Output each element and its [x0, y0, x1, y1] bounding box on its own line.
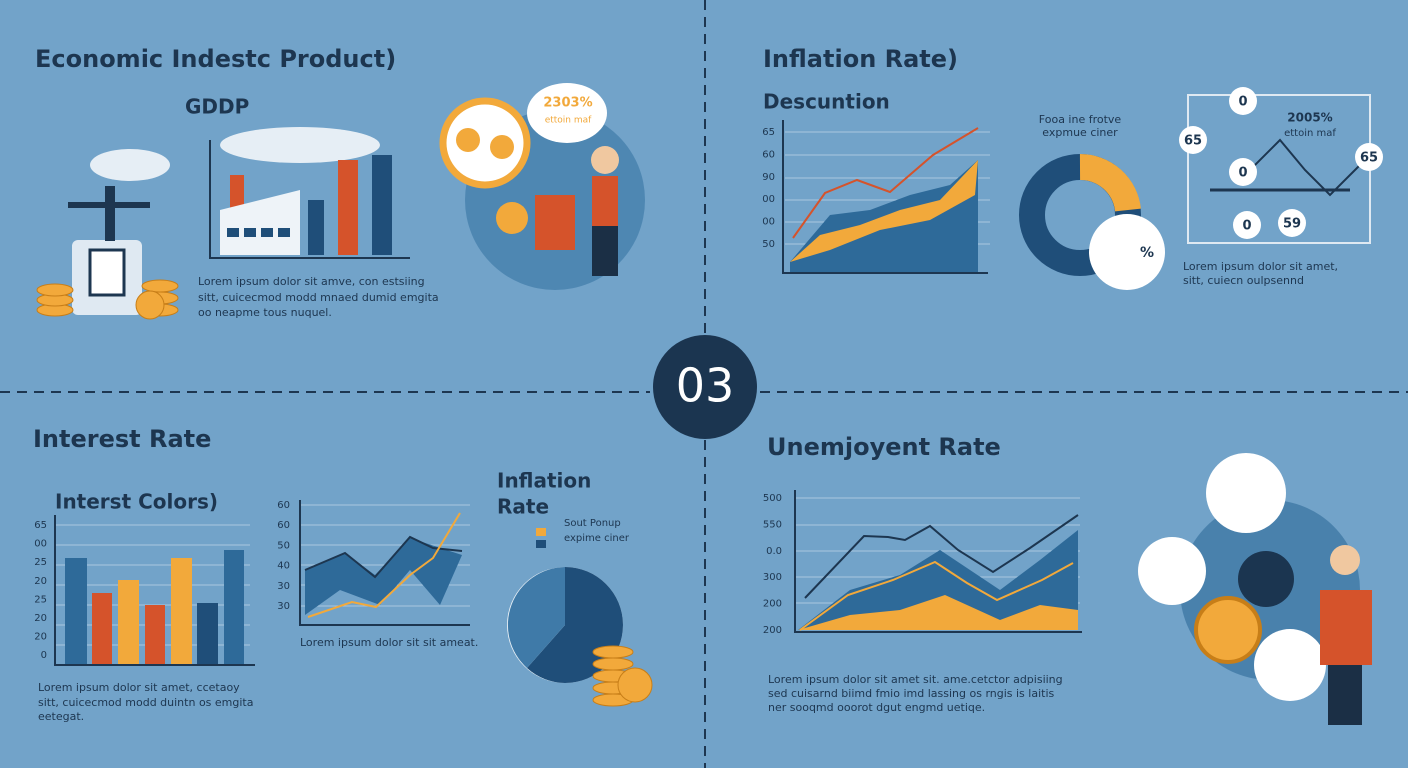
tick-label: 60 [762, 149, 775, 160]
tick-label: 20 [34, 576, 47, 587]
point-label: 65 [1360, 151, 1378, 166]
tick-label: 00 [34, 539, 47, 550]
tick-label: 50 [277, 540, 290, 551]
tick-label: 25 [34, 557, 47, 568]
tick-label: 500 [763, 493, 782, 504]
tick-label: 550 [763, 519, 782, 530]
text-line: Lorem ipsum dolor sit amet, [1183, 260, 1338, 273]
unemployment-art [794, 453, 1372, 725]
tick-label: 65 [34, 520, 47, 531]
donut-note: Fooa ine frotve [1039, 113, 1122, 126]
legend-entry: Sout Ponup [564, 518, 621, 529]
interest-art [54, 500, 653, 707]
text-line: Lorem ipsum dolor sit amet sit. ame.cetc… [768, 673, 1063, 686]
tick-label: 00 [762, 217, 775, 228]
tick-label: 90 [762, 172, 775, 183]
tick-label: 00 [762, 194, 775, 205]
tick-label: 300 [763, 572, 782, 583]
subtitle: GDDP [185, 95, 249, 119]
text-line: sitt, cuicecmod modd mnaed dumid emgita [198, 291, 439, 304]
title: Interest Rate [33, 425, 211, 453]
text-line: sitt, cuiecn oulpsennd [1183, 274, 1304, 287]
point-label: 0 [1238, 95, 1247, 110]
tick-label: 60 [277, 520, 290, 531]
point-label: 0 [1242, 219, 1251, 234]
tick-label: 30 [277, 581, 290, 592]
title: Economic Indestc Product) [35, 45, 396, 73]
text-line: oo neapme tous nuquel. [198, 306, 332, 319]
title: Inflation Rate) [763, 45, 958, 73]
tick-label: 0.0 [766, 546, 782, 557]
point-note: ettoin maf [1284, 128, 1336, 139]
bubble-note: ettoin maf [545, 116, 592, 126]
subtitle: Rate [497, 495, 549, 519]
tick-label: 50 [762, 239, 775, 250]
text-line: ner sooqmd ooorot dgut engmd uetiqe. [768, 701, 985, 714]
tick-label: 40 [277, 561, 290, 572]
subtitle: Inflation [497, 469, 591, 493]
subtitle: Descuntion [763, 90, 890, 114]
legend-entry: expime ciner [564, 533, 630, 544]
tick-label: 20 [34, 632, 47, 643]
donut-note: expmue ciner [1042, 126, 1118, 139]
text-line: sitt, cuicecmod modd duintn os emgita [38, 696, 253, 709]
badge: 03 [676, 359, 735, 413]
gdp-art [36, 83, 645, 320]
inflation-art [782, 87, 1383, 290]
caption: Lorem ipsum dolor sit sit ameat. [300, 636, 478, 649]
tick-label: 65 [762, 127, 775, 138]
tick-label: 30 [277, 601, 290, 612]
title: Unemjoyent Rate [767, 433, 1001, 461]
tick-label: 60 [277, 500, 290, 511]
tick-label: 200 [763, 625, 782, 636]
text-line: sed cuisarnd biimd fmio imd lassing os r… [768, 687, 1055, 700]
point-label: 59 [1283, 217, 1301, 232]
text-line: eetegat. [38, 710, 84, 723]
tick-label: 0 [41, 650, 47, 661]
text-line: Lorem ipsum dolor sit amet, ccetaoy [38, 681, 240, 694]
point-label: 65 [1184, 134, 1202, 149]
badge-circle [653, 335, 757, 439]
tick-label: 200 [763, 599, 782, 610]
tick-label: 20 [34, 613, 47, 624]
donut-center: % [1140, 245, 1154, 261]
subtitle: Interst Colors) [55, 490, 218, 514]
text-line: Lorem ipsum dolor sit amve, con estsiing [198, 275, 425, 288]
tick-label: 25 [34, 594, 47, 605]
bubble: 2303% [543, 96, 592, 111]
point-label: 0 [1238, 166, 1247, 181]
point-note: 2005% [1287, 111, 1332, 125]
